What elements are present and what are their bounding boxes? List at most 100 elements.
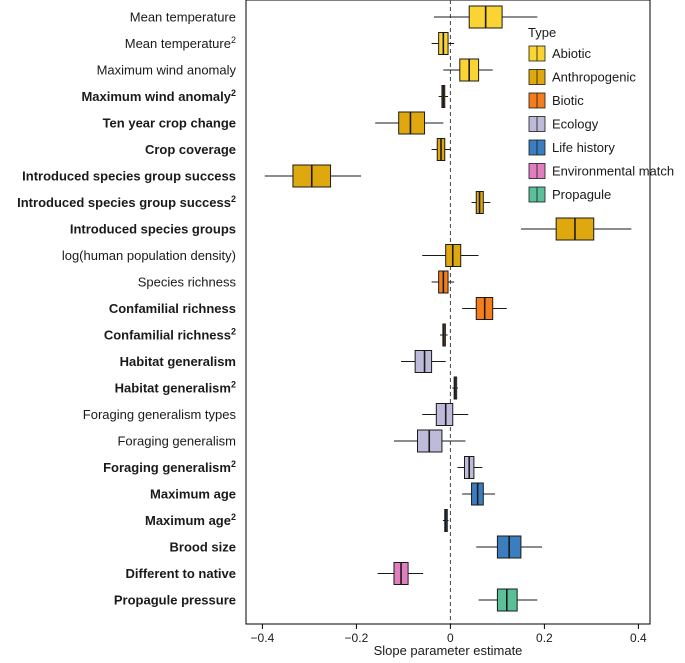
box-species-richness [431, 270, 455, 294]
category-label-confamilial-richness-squared: Confamilial richness2 [104, 327, 236, 343]
category-label-text: Maximum wind anomaly [97, 63, 237, 78]
category-label-maximum-age: Maximum age [150, 487, 236, 502]
category-label-text: Propagule pressure [114, 593, 236, 608]
category-label-foraging-generalism-squared: Foraging generalism2 [103, 459, 236, 475]
boxes-layer [264, 5, 632, 612]
box-introduced-species-group-success [264, 164, 362, 188]
category-label-text: Introduced species group success [17, 195, 231, 210]
category-label-text: Introduced species groups [70, 222, 236, 237]
category-label-text: log(human population density) [62, 248, 236, 263]
category-label-superscript: 2 [231, 380, 236, 390]
box-foraging-generalism [394, 429, 466, 453]
box-log-human-population-density [422, 244, 479, 267]
x-tick-label: −0.2 [345, 631, 369, 645]
category-label-text: Foraging generalism [117, 434, 236, 449]
category-label-text: Confamilial richness [109, 301, 236, 316]
box-mean-temperature-squared [431, 32, 455, 55]
category-label-propagule-pressure: Propagule pressure [114, 593, 236, 608]
category-label-text: Foraging generalism [103, 460, 231, 475]
box-ten-year-crop-change [375, 111, 444, 135]
legend-label: Abiotic [552, 46, 592, 61]
iqr-box [398, 111, 426, 135]
legend-label: Anthropogenic [552, 70, 636, 85]
category-label-maximum-age-squared: Maximum age2 [145, 512, 236, 528]
legend: Type Abiotic Anthropogenic Biotic Ecology Li… [528, 25, 674, 203]
category-label-maximum-wind-anomaly-squared: Maximum wind anomaly2 [81, 88, 236, 104]
legend-item-life-history: Life history [528, 139, 615, 156]
category-label-crop-coverage: Crop coverage [145, 142, 236, 157]
legend-label: Propagule [552, 187, 611, 202]
box-brood-size [476, 535, 543, 559]
box-propagule-pressure [478, 588, 538, 612]
box-maximum-wind-anomaly-squared [438, 85, 449, 108]
category-label-text: Crop coverage [145, 142, 236, 157]
legend-item-environmental-match: Environmental match [528, 163, 674, 179]
category-label-introduced-species-group-success: Introduced species group success [22, 169, 236, 184]
x-tick-label: 0 [447, 631, 454, 645]
category-label-text: Mean temperature [130, 10, 236, 25]
x-axis-title: Slope parameter estimate [374, 643, 523, 658]
box-foraging-generalism-types [422, 403, 469, 426]
category-label-superscript: 2 [231, 35, 236, 45]
x-tick-label: 0.2 [536, 631, 553, 645]
legend-item-ecology: Ecology [528, 116, 599, 132]
category-label-different-to-native: Different to native [125, 566, 236, 581]
legend-item-biotic: Biotic [528, 92, 584, 109]
box-habitat-generalism-squared [452, 376, 458, 400]
category-label-text: Maximum age [150, 487, 236, 502]
box-crop-coverage [431, 138, 451, 161]
legend-item-anthropogenic: Anthropogenic [528, 69, 636, 85]
iqr-box [414, 350, 433, 373]
box-maximum-age [462, 482, 496, 506]
category-label-superscript: 2 [231, 194, 236, 204]
category-label-text: Habitat generalism [120, 354, 236, 369]
legend-title: Type [528, 25, 556, 40]
category-label-introduced-species-group-success-squared: Introduced species group success2 [17, 194, 236, 210]
box-confamilial-richness [462, 297, 507, 320]
category-label-foraging-generalism: Foraging generalism [117, 434, 236, 449]
box-introduced-species-groups [520, 217, 632, 241]
category-label-introduced-species-groups: Introduced species groups [70, 222, 236, 237]
box-confamilial-richness-squared [440, 323, 448, 347]
box-maximum-age-squared [442, 509, 449, 532]
category-label-text: Introduced species group success [22, 169, 236, 184]
category-label-superscript: 2 [231, 459, 236, 469]
box-introduced-species-group-success-squared [471, 191, 491, 214]
category-label-habitat-generalism: Habitat generalism [120, 354, 236, 369]
category-label-log-human-population-density: log(human population density) [62, 248, 236, 263]
category-label-confamilial-richness: Confamilial richness [109, 301, 236, 316]
category-label-superscript: 2 [231, 88, 236, 98]
category-label-superscript: 2 [231, 327, 236, 337]
box-different-to-native [377, 562, 424, 585]
box-mean-temperature [433, 5, 538, 29]
category-label-text: Brood size [170, 540, 236, 555]
x-axis: −0.4 −0.2 0 0.2 0.4 [251, 624, 647, 645]
category-label-text: Ten year crop change [103, 116, 236, 131]
category-label-mean-temperature: Mean temperature [130, 10, 236, 25]
legend-label: Ecology [552, 117, 599, 132]
category-label-ten-year-crop-change: Ten year crop change [103, 116, 236, 131]
legend-label: Life history [552, 140, 615, 155]
legend-item-abiotic: Abiotic [528, 45, 592, 62]
plot-panel [245, 0, 651, 625]
category-label-text: Foraging generalism types [83, 407, 237, 422]
legend-item-propagule: Propagule [528, 186, 611, 203]
category-label-superscript: 2 [231, 512, 236, 522]
category-label-text: Maximum age [145, 513, 231, 528]
iqr-box [435, 403, 454, 426]
category-label-text: Species richness [138, 275, 237, 290]
category-label-text: Mean temperature [125, 36, 231, 51]
category-label-text: Different to native [125, 566, 236, 581]
category-label-foraging-generalism-types: Foraging generalism types [83, 407, 237, 422]
category-label-text: Habitat generalism [115, 381, 231, 396]
legend-label: Biotic [552, 93, 584, 108]
category-label-habitat-generalism-squared: Habitat generalism2 [115, 380, 236, 396]
category-label-text: Confamilial richness [104, 328, 231, 343]
category-label-maximum-wind-anomaly: Maximum wind anomaly [97, 63, 237, 78]
category-label-species-richness: Species richness [138, 275, 237, 290]
x-tick-label: 0.4 [630, 631, 647, 645]
box-foraging-generalism-squared [457, 456, 483, 479]
box-maximum-wind-anomaly [443, 58, 493, 82]
